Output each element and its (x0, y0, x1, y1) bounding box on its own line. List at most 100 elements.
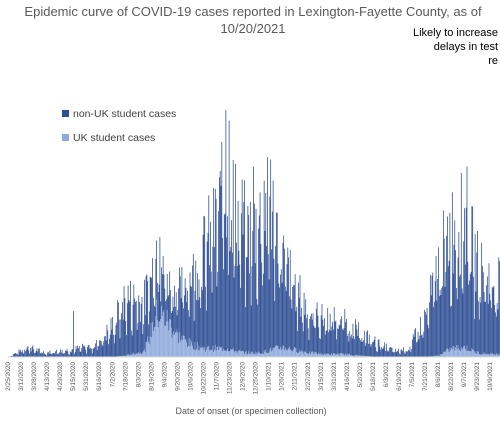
bar-uk-student-cases (254, 353, 255, 357)
bar-non-uk-student-cases (138, 295, 140, 353)
bar-uk-student-cases (123, 355, 125, 357)
bar-non-uk-student-cases (52, 352, 54, 357)
bar-non-uk-student-cases (27, 346, 29, 357)
bar-non-uk-student-cases (151, 277, 153, 338)
bar-non-uk-student-cases (49, 350, 51, 357)
x-tick-label: 7/2/2020 (109, 362, 116, 388)
bar-uk-student-cases (448, 352, 450, 357)
bar-uk-student-cases (474, 353, 476, 357)
bar-non-uk-student-cases (156, 240, 158, 300)
bar-non-uk-student-cases (78, 348, 79, 357)
bar-non-uk-student-cases (292, 286, 294, 352)
bar-non-uk-student-cases (295, 311, 297, 349)
bar-non-uk-student-cases (483, 291, 485, 353)
bar-non-uk-student-cases (160, 301, 162, 320)
bar-non-uk-student-cases (240, 213, 242, 351)
bar-uk-student-cases (363, 355, 365, 357)
bar-uk-student-cases (346, 354, 348, 357)
bar-uk-student-cases (243, 351, 245, 357)
bar-uk-student-cases (477, 351, 478, 357)
bar-non-uk-student-cases (256, 298, 258, 353)
bar-uk-student-cases (449, 347, 451, 357)
bar-non-uk-student-cases (250, 305, 252, 352)
bar-non-uk-student-cases (357, 336, 359, 356)
bar-non-uk-student-cases (323, 325, 325, 355)
bar-non-uk-student-cases (218, 211, 219, 350)
bar-uk-student-cases (280, 347, 281, 357)
bar-non-uk-student-cases (203, 215, 205, 350)
bar-uk-student-cases (232, 349, 233, 357)
bar-non-uk-student-cases (120, 319, 122, 357)
bar-uk-student-cases (196, 348, 197, 357)
bar-non-uk-student-cases (390, 346, 391, 357)
bar-uk-student-cases (264, 352, 266, 357)
bar-non-uk-student-cases (270, 159, 272, 348)
bar-non-uk-student-cases (403, 347, 404, 357)
bar-non-uk-student-cases (144, 279, 145, 350)
bar-non-uk-student-cases (82, 343, 83, 357)
x-tick-label: 2/11/2021 (292, 362, 299, 391)
bar-non-uk-student-cases (77, 345, 79, 357)
bar-non-uk-student-cases (455, 250, 456, 348)
bar-uk-student-cases (468, 350, 469, 357)
bar-uk-student-cases (150, 322, 152, 357)
bar-non-uk-student-cases (381, 348, 383, 357)
bar-uk-student-cases (187, 347, 188, 357)
bar-uk-student-cases (309, 351, 311, 357)
bar-non-uk-student-cases (74, 351, 76, 357)
legend-swatch-uk (62, 134, 69, 141)
bar-uk-student-cases (447, 348, 448, 357)
bar-uk-student-cases (138, 352, 140, 357)
bar-uk-student-cases (311, 351, 313, 357)
bar-non-uk-student-cases (19, 351, 21, 357)
bar-non-uk-student-cases (359, 340, 361, 357)
bar-non-uk-student-cases (210, 221, 211, 350)
bar-non-uk-student-cases (480, 302, 482, 354)
bar-uk-student-cases (297, 352, 298, 357)
bar-non-uk-student-cases (170, 290, 171, 320)
bar-uk-student-cases (441, 354, 443, 357)
bar-non-uk-student-cases (114, 334, 116, 357)
bar-non-uk-student-cases (469, 280, 470, 352)
bar-non-uk-student-cases (415, 328, 417, 357)
bar-uk-student-cases (213, 351, 215, 357)
bar-non-uk-student-cases (495, 312, 496, 356)
bar-non-uk-student-cases (202, 234, 204, 347)
bar-non-uk-student-cases (382, 348, 384, 357)
bar-non-uk-student-cases (308, 339, 310, 354)
bar-non-uk-student-cases (195, 260, 197, 351)
bar-uk-student-cases (495, 355, 496, 357)
bar-non-uk-student-cases (451, 192, 453, 349)
bar-uk-student-cases (357, 355, 359, 357)
bar-non-uk-student-cases (374, 336, 376, 357)
bar-non-uk-student-cases (257, 304, 259, 354)
bar-non-uk-student-cases (422, 337, 424, 357)
bar-non-uk-student-cases (451, 305, 452, 348)
bar-non-uk-student-cases (201, 290, 203, 348)
bar-non-uk-student-cases (442, 210, 444, 353)
bar-non-uk-student-cases (255, 208, 257, 355)
bar-non-uk-student-cases (294, 274, 296, 348)
x-tick-labels: 2/25/2020 3/12/2020 3/28/2020 4/13/2020 4/29… (5, 362, 494, 395)
bar-non-uk-student-cases (420, 316, 421, 357)
bar-uk-student-cases (144, 349, 145, 357)
bar-non-uk-student-cases (229, 251, 231, 352)
bar-non-uk-student-cases (406, 351, 408, 357)
bar-non-uk-student-cases (179, 276, 181, 342)
x-tick-label: 1/10/2021 (266, 362, 273, 391)
bar-non-uk-student-cases (363, 340, 364, 356)
bar-uk-student-cases (484, 353, 486, 357)
bar-non-uk-student-cases (493, 285, 495, 355)
bar-non-uk-student-cases (240, 287, 241, 352)
bar-non-uk-student-cases (208, 195, 210, 346)
bar-non-uk-student-cases (21, 352, 22, 357)
bar-non-uk-student-cases (454, 220, 456, 351)
bar-non-uk-student-cases (25, 351, 26, 357)
bar-non-uk-student-cases (75, 345, 77, 357)
bar-non-uk-student-cases (81, 348, 83, 357)
bar-non-uk-student-cases (353, 336, 355, 356)
bar-non-uk-student-cases (135, 301, 136, 355)
bar-non-uk-student-cases (127, 285, 129, 355)
bar-non-uk-student-cases (482, 272, 484, 355)
bar-non-uk-student-cases (233, 277, 235, 351)
